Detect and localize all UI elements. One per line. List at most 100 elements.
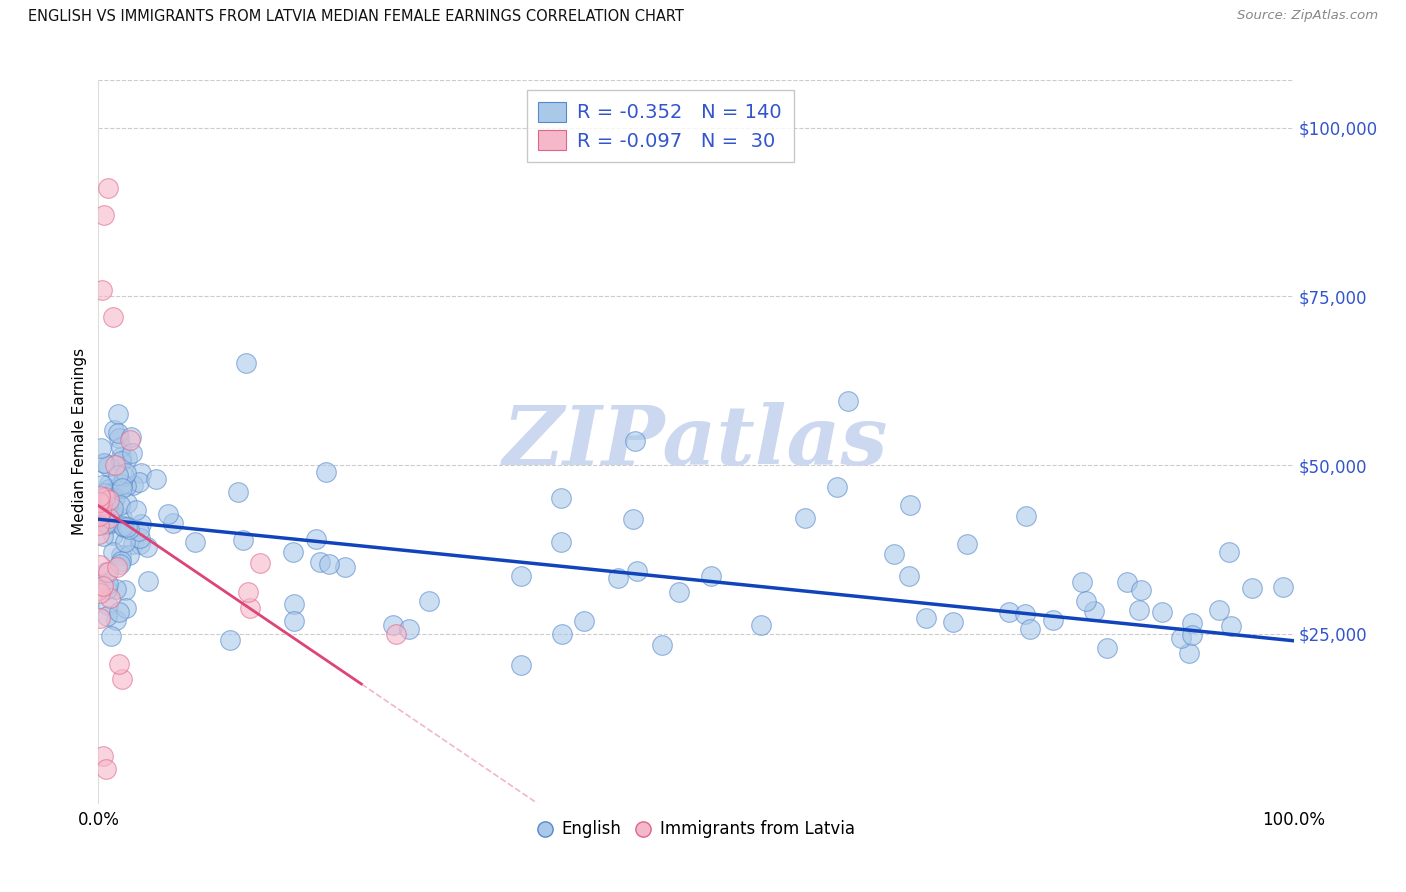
Point	[115, 520, 138, 534]
Point	[385, 626, 408, 640]
Point	[128, 524, 150, 538]
Point	[108, 431, 131, 445]
Text: ZIPatlas: ZIPatlas	[503, 401, 889, 482]
Point	[162, 516, 184, 530]
Point	[398, 623, 420, 637]
Point	[112, 468, 135, 483]
Point	[110, 450, 132, 465]
Point	[114, 535, 136, 549]
Point	[624, 434, 647, 448]
Point	[550, 535, 572, 549]
Point	[281, 544, 304, 558]
Point	[651, 638, 673, 652]
Point	[226, 484, 249, 499]
Point	[91, 498, 114, 512]
Point	[103, 528, 125, 542]
Point	[90, 505, 112, 519]
Point	[94, 510, 117, 524]
Point	[97, 577, 120, 591]
Point	[551, 627, 574, 641]
Point	[120, 430, 142, 444]
Point	[115, 450, 138, 465]
Point	[1272, 580, 1295, 594]
Point	[104, 458, 127, 473]
Point	[1014, 607, 1036, 621]
Point	[103, 504, 125, 518]
Point	[626, 564, 648, 578]
Point	[1042, 613, 1064, 627]
Legend: English, Immigrants from Latvia: English, Immigrants from Latvia	[530, 814, 862, 845]
Point	[510, 568, 533, 582]
Point	[114, 582, 136, 597]
Point	[93, 490, 115, 504]
Point	[249, 556, 271, 570]
Point	[91, 529, 114, 543]
Point	[825, 480, 848, 494]
Point	[97, 492, 120, 507]
Point	[114, 600, 136, 615]
Point	[89, 558, 111, 573]
Point	[98, 591, 121, 606]
Point	[118, 522, 141, 536]
Point	[96, 582, 118, 596]
Point	[110, 440, 132, 454]
Point	[96, 516, 118, 531]
Point	[1014, 509, 1036, 524]
Point	[90, 441, 112, 455]
Point	[108, 498, 131, 512]
Point	[129, 537, 152, 551]
Point	[305, 533, 328, 547]
Point	[108, 657, 131, 672]
Point	[91, 748, 114, 763]
Point	[1208, 603, 1230, 617]
Point	[94, 565, 117, 579]
Point	[1170, 632, 1192, 646]
Point	[111, 482, 134, 496]
Point	[93, 456, 115, 470]
Point	[98, 491, 121, 505]
Point	[1074, 593, 1097, 607]
Point	[96, 499, 118, 513]
Point	[308, 555, 330, 569]
Point	[112, 520, 135, 534]
Point	[184, 535, 207, 549]
Point	[111, 672, 134, 686]
Point	[145, 472, 167, 486]
Point	[124, 503, 146, 517]
Point	[100, 514, 122, 528]
Point	[235, 355, 257, 369]
Point	[218, 633, 240, 648]
Point	[121, 446, 143, 460]
Point	[90, 495, 112, 509]
Point	[93, 485, 115, 500]
Point	[128, 475, 150, 489]
Text: ENGLISH VS IMMIGRANTS FROM LATVIA MEDIAN FEMALE EARNINGS CORRELATION CHART: ENGLISH VS IMMIGRANTS FROM LATVIA MEDIAN…	[28, 9, 683, 24]
Point	[110, 477, 132, 491]
Point	[93, 456, 115, 470]
Point	[101, 545, 124, 559]
Point	[98, 482, 121, 496]
Point	[156, 507, 179, 521]
Point	[1128, 603, 1150, 617]
Point	[1130, 582, 1153, 597]
Point	[232, 533, 254, 548]
Point	[897, 569, 920, 583]
Point	[956, 537, 979, 551]
Point	[89, 489, 111, 503]
Point	[87, 582, 110, 597]
Point	[700, 569, 723, 583]
Point	[1219, 619, 1241, 633]
Point	[1177, 646, 1199, 660]
Point	[236, 585, 259, 599]
Point	[1218, 545, 1240, 559]
Point	[94, 762, 117, 776]
Point	[382, 617, 405, 632]
Point	[607, 571, 630, 585]
Point	[89, 495, 111, 509]
Point	[97, 476, 120, 491]
Point	[1181, 615, 1204, 630]
Point	[87, 526, 110, 541]
Point	[1071, 574, 1094, 589]
Point	[100, 516, 122, 530]
Point	[118, 548, 141, 562]
